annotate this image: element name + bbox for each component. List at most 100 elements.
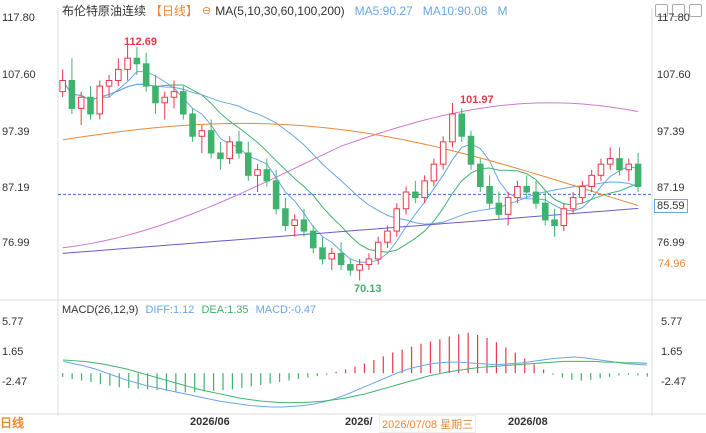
candle	[337, 242, 345, 271]
ma-label[interactable]: MA(5,10,30,60,100,200)	[215, 3, 345, 18]
candle-body	[337, 252, 345, 266]
current-price-tag: 85.59	[654, 199, 688, 213]
candle-body	[495, 202, 503, 215]
candle-body	[207, 130, 215, 154]
candle	[439, 136, 447, 170]
candle	[161, 91, 169, 120]
candle	[328, 247, 336, 271]
macd-axis-left-1: 1.65	[2, 346, 24, 358]
candle-body	[365, 258, 373, 266]
ma100-line	[62, 122, 639, 206]
candle	[142, 52, 150, 92]
macd-dea-line	[63, 359, 647, 404]
candle	[504, 192, 512, 226]
macd-label[interactable]: MACD(26,12,9)	[62, 304, 139, 316]
candle	[597, 158, 605, 181]
candle-body	[439, 141, 447, 165]
candle-body	[588, 174, 595, 187]
candle-body	[421, 180, 428, 199]
macd-dea: DEA:1.35	[201, 304, 249, 316]
y-axis-left-2: 97.39	[2, 126, 30, 138]
high-annotation-2: 101.97	[460, 94, 494, 106]
candle	[467, 130, 475, 170]
candle-body	[272, 180, 280, 210]
candle-body	[77, 96, 85, 109]
candle-body	[625, 163, 633, 171]
candle-body	[235, 141, 243, 154]
settings-icon[interactable]	[672, 4, 685, 17]
macd-header: MACD(26,12,9) DIFF:1.12 DEA:1.35 MACD:-0…	[62, 304, 316, 316]
candle-body	[254, 169, 261, 176]
low-annotation-1: 70.13	[354, 283, 382, 295]
candle	[207, 119, 215, 159]
candle-body	[477, 163, 484, 187]
grid-icon[interactable]	[655, 4, 668, 17]
candle-body	[412, 191, 419, 199]
candle	[541, 192, 549, 226]
macd-value: MACD:-0.47	[255, 304, 317, 316]
candle-body	[226, 141, 233, 160]
candle	[579, 180, 586, 204]
candle	[523, 175, 530, 198]
candle-body	[87, 96, 94, 115]
candle	[514, 180, 521, 204]
candle	[356, 258, 363, 281]
expand-icon[interactable]	[689, 4, 702, 17]
more-ma-button[interactable]: M	[497, 3, 508, 18]
date-label-1: 2026/06	[190, 416, 230, 428]
candle	[282, 197, 289, 232]
instrument-title[interactable]: 布伦特原油连续	[62, 4, 147, 18]
candle-body	[217, 152, 224, 160]
candle	[634, 153, 642, 193]
candle-body	[180, 91, 187, 115]
candle-body	[569, 197, 577, 210]
period-dropdown-icon[interactable]: ⊖	[202, 5, 212, 17]
period-selector[interactable]: 【日线】	[150, 4, 199, 18]
candle	[226, 136, 233, 165]
candle	[170, 80, 178, 109]
candle-body	[152, 85, 159, 104]
candle-body	[402, 191, 410, 210]
candle-body	[374, 241, 382, 260]
candle	[235, 130, 243, 159]
candle	[449, 102, 456, 148]
candles	[59, 43, 642, 281]
candle-body	[504, 197, 512, 215]
crosshair-date: 2026/07/08 星期三	[379, 415, 477, 433]
candle-body	[291, 219, 298, 227]
candle-body	[198, 130, 206, 137]
candle-body	[356, 264, 363, 271]
candle	[59, 69, 66, 98]
candle-body	[105, 80, 113, 87]
candle-body	[449, 113, 456, 143]
candle	[458, 108, 466, 142]
candle	[272, 169, 280, 215]
candle-body	[551, 219, 558, 227]
ma-lines	[62, 71, 639, 263]
candle	[625, 158, 633, 181]
candle-body	[170, 91, 178, 98]
candle	[300, 208, 308, 237]
macd-axis-left-2: -2.47	[2, 376, 28, 388]
macd-area	[62, 332, 648, 408]
candle-body	[597, 163, 605, 176]
candle	[96, 80, 104, 120]
macd-diff: DIFF:1.12	[145, 304, 195, 316]
candle-body	[486, 185, 493, 204]
date-label-3: 2026/08	[508, 416, 548, 428]
candle	[180, 86, 187, 120]
candle-body	[59, 80, 66, 93]
candle-body	[68, 80, 76, 109]
macd-diff-line	[63, 356, 647, 408]
toolbar-icons	[655, 4, 702, 17]
candle-body	[579, 185, 586, 199]
macd-axis-left-0: 5.77	[2, 316, 24, 328]
y-axis-right-2: 97.39	[657, 126, 685, 138]
candle	[347, 258, 354, 276]
candle	[374, 236, 382, 265]
candle	[77, 91, 85, 126]
candle-body	[560, 208, 568, 226]
candle	[244, 141, 252, 181]
ma30-line	[62, 80, 639, 225]
